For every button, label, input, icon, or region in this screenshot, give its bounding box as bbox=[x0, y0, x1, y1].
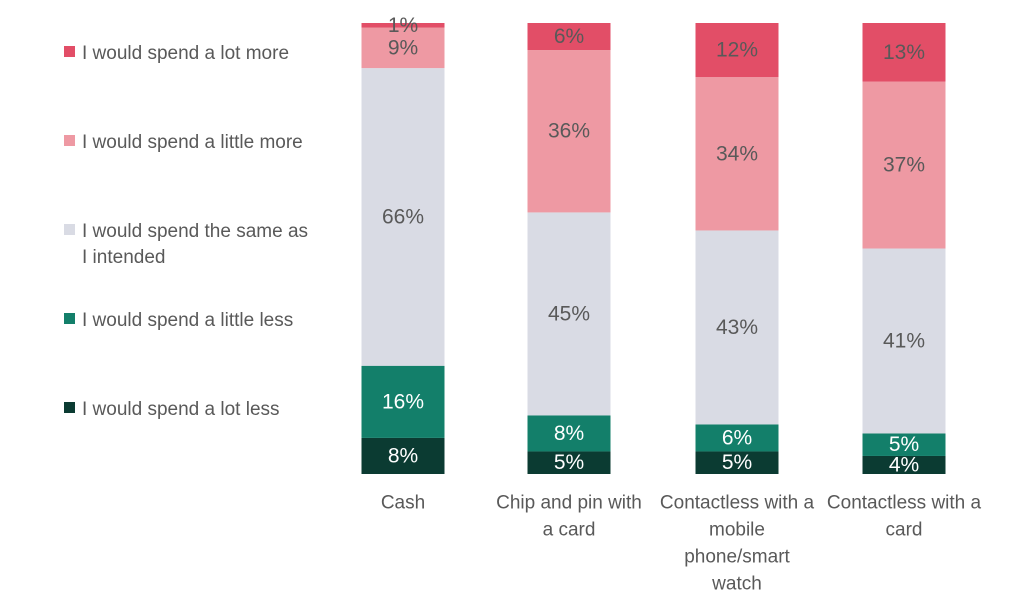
legend-item: I would spend a little less bbox=[64, 308, 332, 334]
bar-segment bbox=[361, 27, 445, 69]
legend-swatch bbox=[64, 46, 75, 57]
data-label: 6% bbox=[554, 25, 584, 48]
data-label: 12% bbox=[716, 39, 758, 62]
data-label: 5% bbox=[722, 451, 752, 474]
bar-segment bbox=[695, 451, 779, 474]
bar-segment bbox=[695, 230, 779, 425]
data-label: 4% bbox=[889, 453, 919, 476]
bar-segment bbox=[527, 451, 611, 474]
data-label: 5% bbox=[554, 451, 584, 474]
bar-segment bbox=[695, 77, 779, 231]
data-label: 36% bbox=[548, 120, 590, 143]
bar-segment bbox=[527, 415, 611, 452]
category-label: card bbox=[886, 520, 923, 541]
category-label: Contactless with a bbox=[827, 493, 982, 514]
bar-segment bbox=[361, 365, 445, 438]
data-label: 8% bbox=[554, 422, 584, 445]
data-label: 45% bbox=[548, 302, 590, 325]
legend-label: I would spend the same as I intended bbox=[82, 219, 332, 271]
category-label: Contactless with a bbox=[660, 493, 815, 514]
data-label: 16% bbox=[382, 390, 424, 413]
data-label: 43% bbox=[716, 316, 758, 339]
bar-segment bbox=[695, 424, 779, 452]
data-label: 8% bbox=[388, 444, 418, 467]
bar-segment bbox=[862, 81, 946, 249]
bar-segment bbox=[862, 23, 946, 82]
legend-swatch bbox=[64, 135, 75, 146]
category-label: mobile bbox=[709, 520, 765, 541]
legend-item: I would spend the same as I intended bbox=[64, 219, 332, 271]
legend-label: I would spend a lot less bbox=[82, 397, 332, 423]
legend-label: I would spend a little more bbox=[82, 130, 332, 156]
legend-label-line: I would spend the same as bbox=[82, 221, 309, 242]
legend-label: I would spend a lot more bbox=[82, 41, 332, 67]
legend-swatch bbox=[64, 313, 75, 324]
bar-segment bbox=[527, 212, 611, 416]
legend-swatch bbox=[64, 402, 75, 413]
legend-label-line: I would spend a little less bbox=[82, 310, 294, 331]
bar-segment bbox=[862, 455, 946, 474]
data-label: 13% bbox=[883, 41, 925, 64]
legend-label: I would spend a little less bbox=[82, 308, 332, 334]
bar-segment bbox=[527, 50, 611, 213]
category-label: Chip and pin with bbox=[496, 493, 642, 514]
category-label: watch bbox=[711, 574, 762, 595]
legend-label-line: I intended bbox=[82, 247, 166, 268]
legend-label-line: I would spend a little more bbox=[82, 132, 303, 153]
bar-segment bbox=[361, 23, 445, 28]
legend-label-line: I would spend a lot less bbox=[82, 399, 280, 420]
data-label: 1% bbox=[388, 14, 418, 37]
category-label: phone/smart bbox=[684, 547, 790, 568]
category-label: Cash bbox=[381, 493, 425, 514]
legend-swatch bbox=[64, 224, 75, 235]
legend-item: I would spend a lot less bbox=[64, 397, 332, 423]
category-label: a card bbox=[543, 520, 596, 541]
bar-segment bbox=[361, 68, 445, 366]
data-label: 9% bbox=[388, 36, 418, 59]
bar-segment bbox=[862, 433, 946, 456]
data-label: 41% bbox=[883, 329, 925, 352]
data-label: 37% bbox=[883, 154, 925, 177]
data-label: 5% bbox=[889, 433, 919, 456]
bar-segment bbox=[695, 23, 779, 78]
data-label: 6% bbox=[722, 426, 752, 449]
bar-segment bbox=[862, 248, 946, 434]
legend-item: I would spend a little more bbox=[64, 130, 332, 156]
legend-label-line: I would spend a lot more bbox=[82, 43, 290, 64]
data-label: 34% bbox=[716, 142, 758, 165]
legend-item: I would spend a lot more bbox=[64, 41, 332, 67]
data-label: 66% bbox=[382, 205, 424, 228]
bar-segment bbox=[527, 23, 611, 51]
bar-segment bbox=[361, 437, 445, 474]
